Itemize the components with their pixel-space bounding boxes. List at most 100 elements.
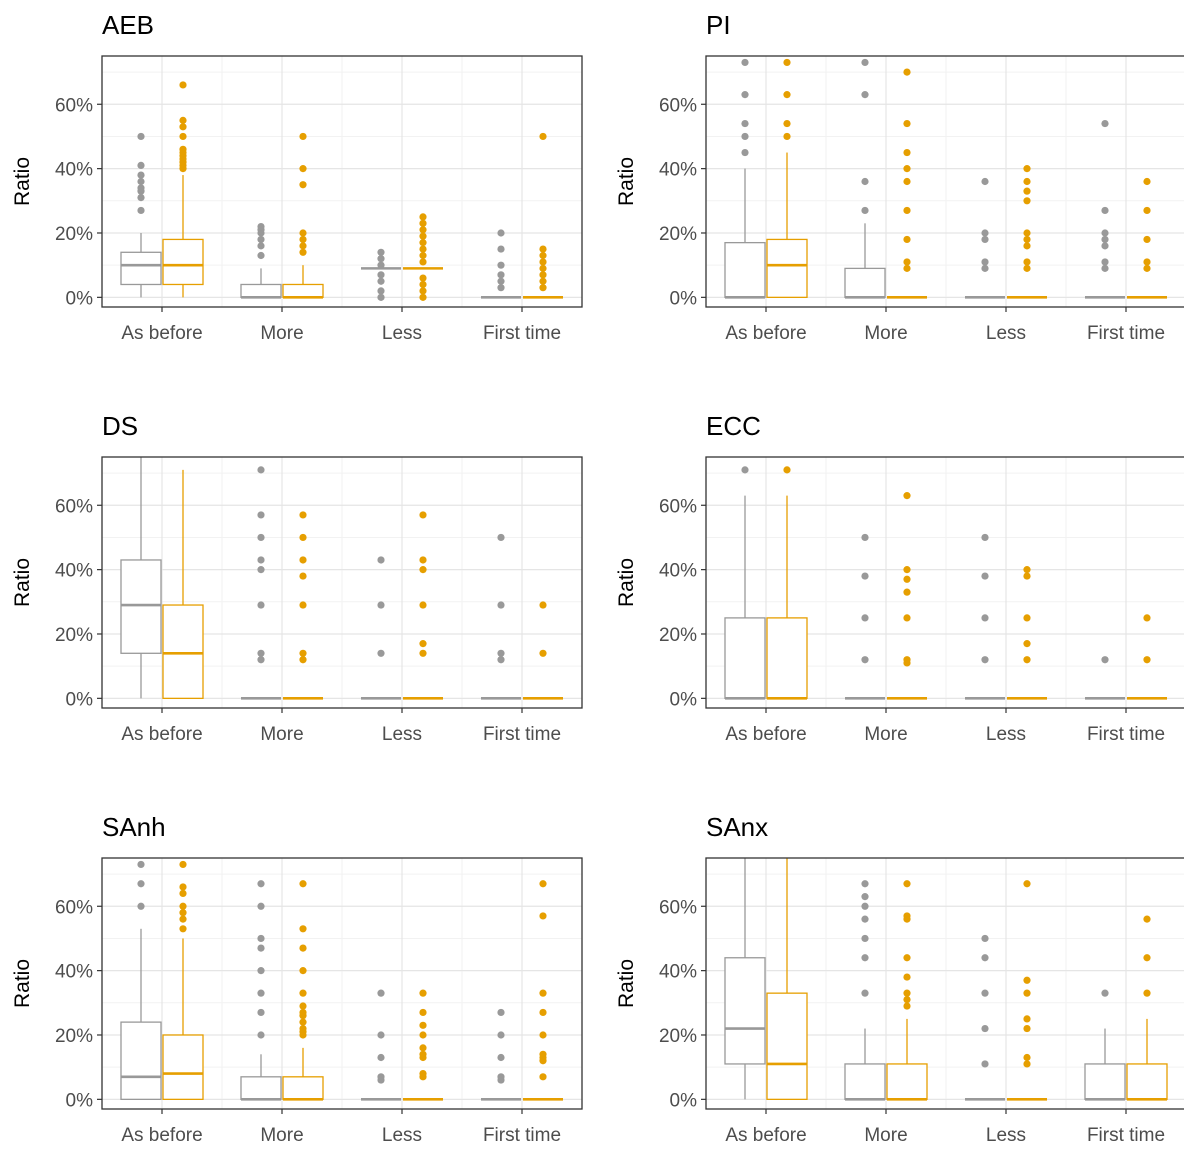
panel-pi: 0% 20% 40% 60% As before More Less First time Ra… [615, 10, 1184, 344]
panel-border [101, 55, 583, 308]
outlier-point [257, 934, 265, 943]
outlier-point [1023, 880, 1031, 888]
x-tick-label: First time [1087, 724, 1165, 745]
outlier-point [137, 902, 145, 910]
box-sanx-first-time-b [1126, 915, 1168, 1101]
outlier-point [539, 132, 547, 141]
x-tick-label: Less [986, 724, 1026, 745]
box-pi-more-b [887, 68, 927, 299]
outlier-point [257, 1031, 265, 1039]
box-sanx-first-time-a [1084, 989, 1126, 1101]
outlier-point [299, 1008, 307, 1017]
outlier-point [179, 132, 187, 141]
box-pi-first-time-b [1127, 177, 1167, 299]
x-tick-label: More [864, 1125, 907, 1146]
outlier-point [179, 883, 187, 891]
outlier-point [903, 206, 911, 215]
box-pi-less-a [965, 177, 1005, 299]
x-tick-label: First time [1087, 323, 1165, 344]
box-aeb-less-a [361, 248, 401, 301]
y-tick-label: 0% [670, 689, 698, 710]
outlier-point [497, 271, 505, 279]
box-sanh-more-a [240, 880, 282, 1101]
y-tick-label: 60% [55, 897, 93, 918]
panel-border [705, 456, 1184, 709]
outlier-point [1101, 242, 1109, 250]
outlier-point [419, 226, 427, 234]
outlier-point [861, 614, 869, 622]
outlier-point [257, 944, 265, 952]
outlier-point [419, 601, 427, 609]
y-tick-label: 40% [659, 561, 697, 582]
box-sanx-as-before-b [766, 858, 808, 1100]
outlier-point [1101, 258, 1109, 266]
box-ecc-as-before-a [724, 466, 766, 700]
outlier-point [257, 235, 265, 244]
outlier-point [137, 880, 145, 888]
box-body [282, 283, 324, 298]
outlier-point [1101, 264, 1109, 272]
outlier-point [539, 245, 547, 253]
outlier-point [419, 1050, 427, 1058]
panel-border [705, 857, 1184, 1110]
outlier-point [179, 925, 187, 933]
outlier-point [299, 572, 307, 580]
outlier-point [419, 1070, 427, 1078]
box-body [766, 992, 808, 1100]
box-body [1084, 1063, 1126, 1100]
outlier-point [861, 893, 869, 901]
outlier-point [1023, 989, 1031, 997]
outlier-point [299, 229, 307, 237]
x-tick-label: First time [483, 724, 561, 745]
outlier-point [783, 58, 791, 67]
outlier-point [419, 258, 427, 266]
outlier-point [497, 284, 505, 292]
outlier-point [137, 193, 145, 202]
outlier-point [299, 132, 307, 141]
outlier-point [1101, 206, 1109, 215]
outlier-point [861, 989, 869, 997]
outlier-point [377, 271, 385, 279]
box-body [844, 267, 886, 298]
outlier-point [903, 989, 911, 997]
outlier-point [1023, 1015, 1031, 1023]
outlier-point [257, 222, 265, 231]
outlier-point [137, 171, 145, 179]
panel-border [705, 55, 1184, 308]
outlier-point [419, 213, 427, 221]
box-sanh-as-before-a [120, 860, 162, 1100]
outlier-point [539, 1073, 547, 1081]
outlier-point [1023, 614, 1031, 622]
outlier-point [861, 656, 869, 664]
outlier-point [179, 902, 187, 910]
outlier-point [497, 533, 505, 542]
y-tick-label: 40% [659, 962, 697, 983]
outlier-point [539, 264, 547, 272]
panel-sanh: 0% 20% 40% 60% As before More Less First time Ra… [11, 812, 583, 1146]
outlier-point [299, 1002, 307, 1010]
outlier-point [419, 287, 427, 295]
outlier-point [861, 954, 869, 962]
outlier-point [299, 242, 307, 250]
outlier-point [137, 860, 145, 869]
outlier-point [741, 119, 749, 128]
outlier-point [179, 123, 187, 131]
x-tick-label: More [864, 724, 907, 745]
box-body [724, 241, 766, 298]
outlier-point [299, 1018, 307, 1026]
y-tick-label: 60% [55, 95, 93, 116]
outlier-point [419, 274, 427, 282]
box-body [120, 559, 162, 654]
box-body [162, 238, 204, 286]
outlier-point [539, 271, 547, 279]
box-body [766, 617, 808, 699]
outlier-point [299, 1024, 307, 1033]
outlier-point [1023, 264, 1031, 272]
outlier-point [1023, 229, 1031, 237]
outlier-point [903, 880, 911, 888]
x-tick-label: More [864, 323, 907, 344]
outlier-point [1101, 119, 1109, 128]
panel-title: PI [706, 10, 731, 40]
outlier-point [257, 466, 265, 474]
